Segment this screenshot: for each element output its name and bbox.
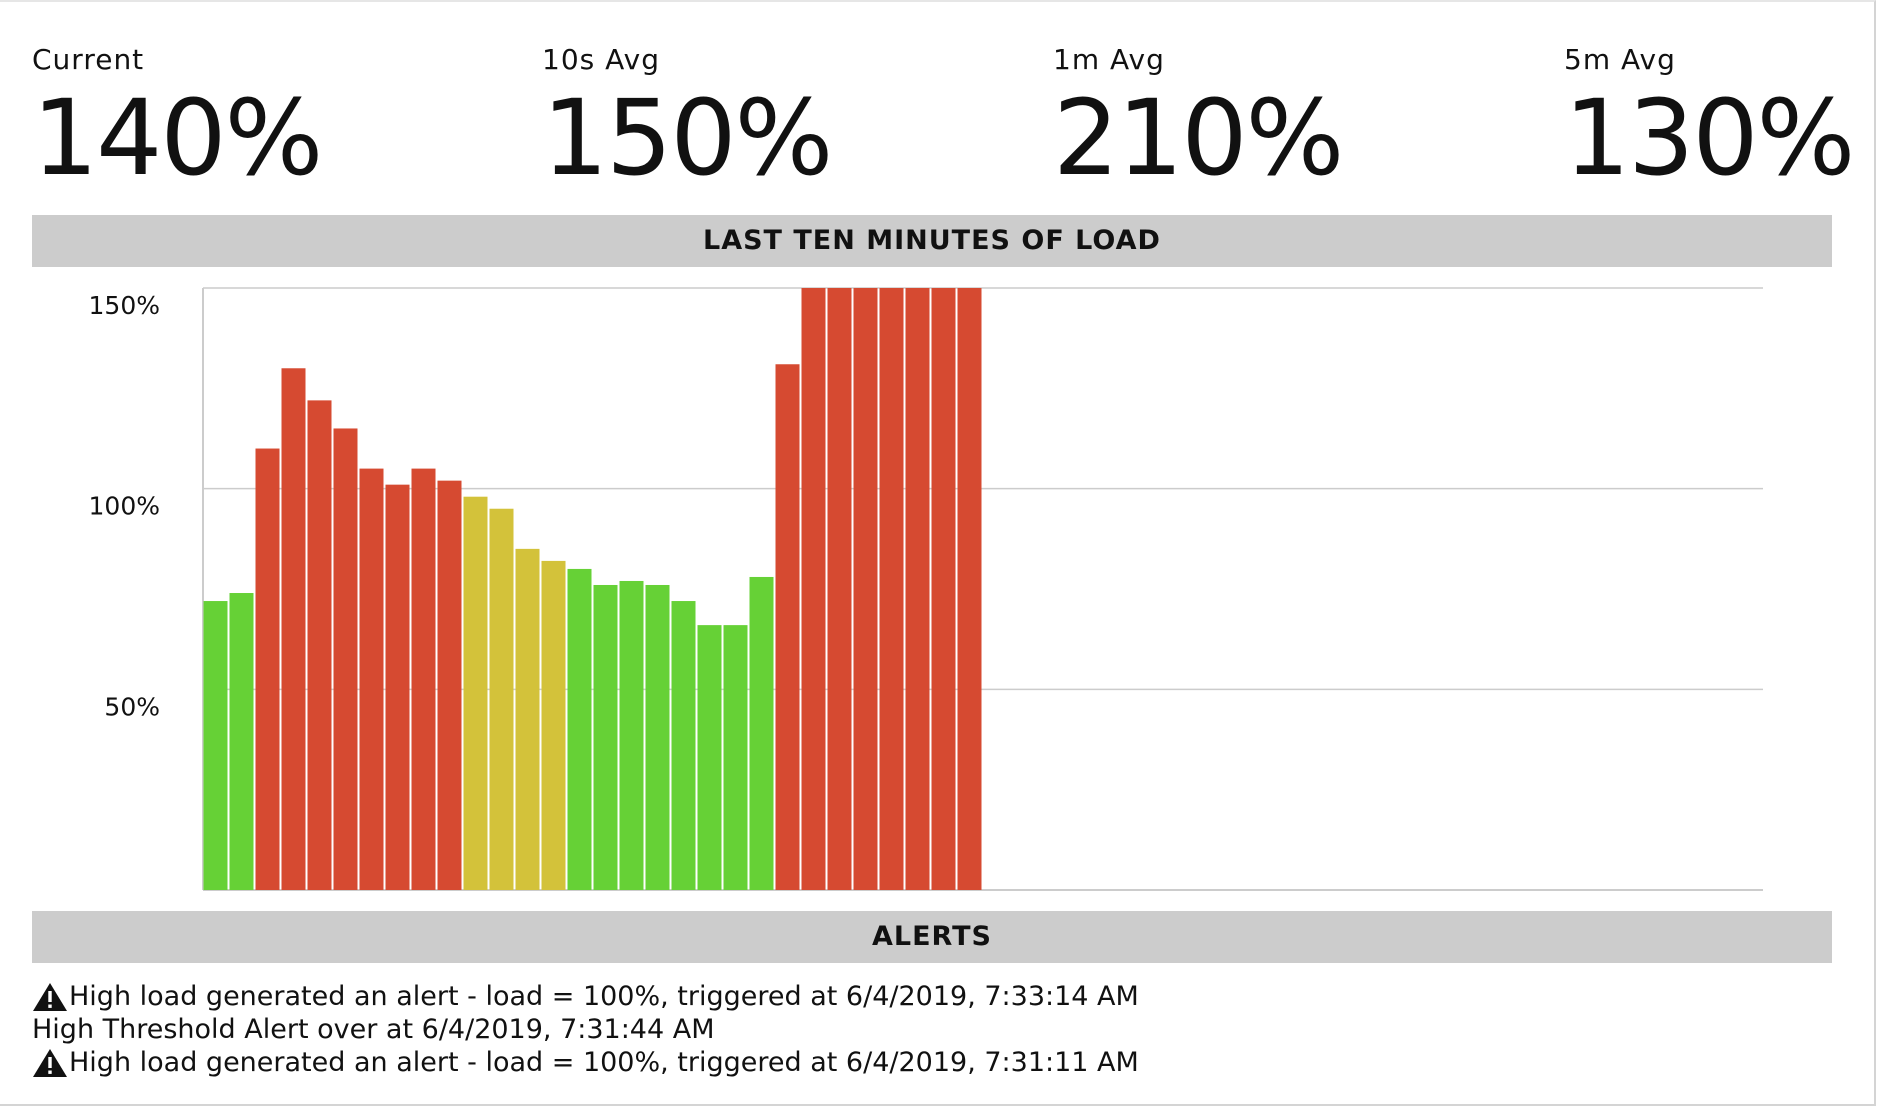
chart-section-header: LAST TEN MINUTES OF LOAD [32,215,1832,267]
load-bar [723,625,748,890]
y-tick-label: 150% [89,291,160,320]
stat-label: 5m Avg [1564,43,1676,76]
y-tick-label: 50% [104,692,160,721]
load-bar [307,400,332,890]
load-bar [515,548,540,890]
load-bar [411,468,436,890]
stat-10s-avg: 10s Avg 150% [542,40,962,196]
warning-icon [33,1048,67,1077]
load-bar [749,576,774,890]
y-tick-label: 100% [89,492,160,521]
load-bar [775,364,800,891]
load-bar [619,580,644,890]
stat-value: 150% [542,77,833,199]
alert-item: High Threshold Alert over at 6/4/2019, 7… [32,1013,1832,1046]
load-bar [957,288,982,890]
stat-5m-avg: 5m Avg 130% [1564,40,1878,196]
load-bar [203,601,228,890]
load-bar [645,584,670,890]
stat-label: 1m Avg [1053,43,1165,76]
load-bar [385,484,410,890]
load-bar [853,288,878,890]
load-bar [229,593,254,890]
load-bar [437,480,462,890]
stat-current: Current 140% [32,40,452,196]
stat-value: 210% [1053,77,1344,199]
load-bar-chart: 150% 100% 50% [89,287,1763,891]
stat-1m-avg: 1m Avg 210% [1053,40,1473,196]
stat-value: 130% [1564,77,1855,199]
load-bar [463,496,488,890]
load-bar [489,508,514,890]
alert-text: High load generated an alert - load = 10… [69,981,1139,1012]
stat-label: 10s Avg [542,43,660,76]
load-bar [671,601,696,890]
load-bar [541,560,566,890]
load-bar [255,448,280,890]
alerts-section-header: ALERTS [32,911,1832,963]
alert-item: High load generated an alert - load = 10… [32,1046,1832,1079]
load-bar [281,368,306,890]
load-stats: Current 140% 10s Avg 150% 1m Avg 210% 5m… [32,40,1855,196]
alert-text: High Threshold Alert over at 6/4/2019, 7… [32,1014,715,1045]
alerts-list: High load generated an alert - load = 10… [32,980,1832,1079]
load-bar [931,288,956,890]
warning-icon [33,982,67,1011]
stat-label: Current [32,43,145,76]
load-bar [697,625,722,890]
load-bar [359,468,384,890]
alert-text: High load generated an alert - load = 10… [69,1047,1139,1078]
load-bar [593,584,618,890]
load-bar [567,568,592,890]
load-bar [905,288,930,890]
load-bar [333,428,358,890]
load-bar [801,288,826,890]
stat-value: 140% [32,77,323,199]
load-bar [827,288,852,890]
alert-item: High load generated an alert - load = 10… [32,980,1832,1013]
load-bar [879,288,904,890]
